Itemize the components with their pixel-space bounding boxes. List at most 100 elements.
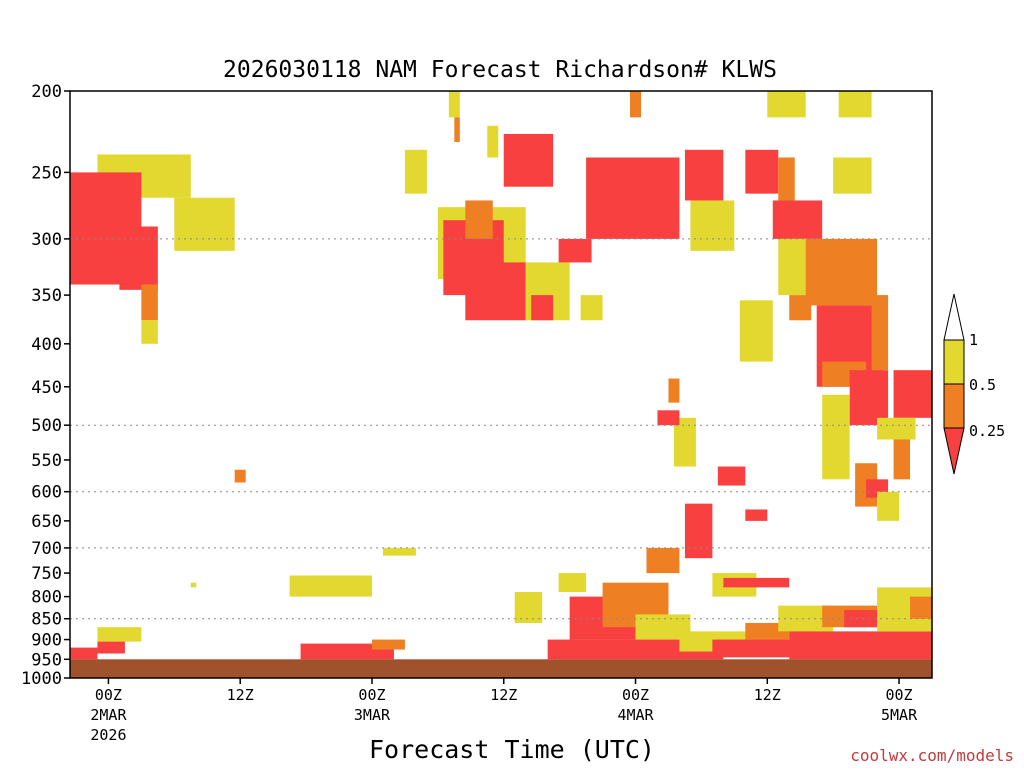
ri-region-yellow [838, 91, 872, 118]
ri-region-orange [454, 117, 460, 142]
ri-region-yellow [690, 200, 735, 251]
ri-region-yellow [141, 320, 158, 344]
ri-region-orange [910, 596, 932, 619]
y-tick-label: 600 [31, 483, 62, 503]
ri-region-red [558, 238, 592, 263]
x-date-label: 5MAR [881, 706, 918, 724]
color-legend: 1 0.5 0.25 [943, 293, 1005, 475]
ri-region-red [684, 149, 724, 201]
ri-region-red [745, 149, 779, 194]
ri-region-orange [871, 295, 889, 371]
legend-top-triangle [943, 293, 965, 341]
y-tick-label: 550 [31, 451, 62, 471]
x-tick-label: 00Z [886, 686, 913, 704]
ri-region-yellow [833, 157, 872, 194]
terrain-fill [70, 659, 932, 678]
ri-region-red [723, 577, 790, 588]
x-year-label: 2026 [90, 726, 126, 744]
ri-region-red [586, 157, 680, 239]
ri-region-yellow [382, 547, 416, 556]
ri-region-red [70, 647, 98, 660]
y-tick-label: 450 [31, 378, 62, 398]
source-credit: coolwx.com/models [850, 746, 1014, 765]
ri-region-orange [805, 238, 878, 306]
legend-swatch-orange [943, 383, 965, 429]
y-tick-label: 650 [31, 512, 62, 532]
y-tick-label: 950 [31, 650, 62, 670]
ri-region-red [849, 370, 889, 426]
ri-region-yellow [487, 125, 499, 158]
ri-region-orange [668, 378, 680, 403]
ri-region-red [531, 295, 554, 321]
legend-label: 0.25 [969, 422, 1005, 440]
ri-region-yellow [877, 417, 916, 440]
ri-region-orange [778, 157, 795, 201]
y-tick-label: 250 [31, 163, 62, 183]
ri-region-red [300, 643, 394, 660]
ri-region-orange [234, 469, 246, 483]
ri-region-red [717, 466, 746, 486]
ri-region-yellow [739, 300, 773, 362]
ri-region-red [789, 631, 932, 660]
ri-region-red [465, 262, 526, 321]
ri-region-orange [646, 547, 680, 574]
ri-region-yellow [822, 394, 850, 480]
y-tick-label: 350 [31, 286, 62, 306]
ri-region-red [547, 639, 724, 660]
ri-region-orange [371, 639, 405, 650]
x-tick-label: 12Z [490, 686, 517, 704]
chart-title: 2026030118 NAM Forecast Richardson# KLWS [223, 57, 777, 83]
ri-region-yellow [673, 417, 696, 467]
ri-region-red [657, 410, 680, 426]
y-tick-label: 850 [31, 610, 62, 630]
y-tick-label: 1000 [21, 669, 62, 689]
x-tick-label: 00Z [95, 686, 122, 704]
ri-region-yellow [289, 575, 372, 597]
y-tick-label: 900 [31, 631, 62, 651]
ri-region-red [503, 133, 554, 187]
ri-region-yellow [97, 627, 142, 642]
ri-region-yellow [404, 149, 427, 194]
x-tick-label: 00Z [622, 686, 649, 704]
ri-region-red [893, 370, 932, 418]
legend-label: 0.5 [969, 376, 996, 394]
x-axis-label: Forecast Time (UTC) [369, 735, 655, 764]
y-tick-label: 700 [31, 539, 62, 559]
ri-region-red [772, 200, 823, 239]
x-tick-label: 12Z [227, 686, 254, 704]
ri-region-yellow [174, 197, 235, 251]
ri-region-yellow [190, 582, 197, 588]
y-tick-label: 200 [31, 82, 62, 102]
x-date-label: 3MAR [354, 706, 391, 724]
x-date-label: 4MAR [617, 706, 654, 724]
ri-region-orange [465, 200, 493, 239]
plot-frame [69, 90, 933, 679]
axes-layer: 200 250 300 350 400 450 500 550 600 650 700 750 8008… [21, 82, 933, 744]
ri-region-orange [630, 91, 642, 118]
y-tick-label: 400 [31, 335, 62, 355]
y-tick-label: 750 [31, 564, 62, 584]
x-tick-label: 00Z [358, 686, 385, 704]
x-tick-label: 12Z [754, 686, 781, 704]
ri-region-red [712, 639, 795, 658]
ri-region-red [684, 503, 713, 559]
ri-region-yellow [514, 592, 543, 623]
ri-region-yellow [558, 573, 587, 593]
y-tick-label: 300 [31, 230, 62, 250]
richardson-fill-layer [70, 91, 932, 678]
ri-region-red [745, 509, 768, 521]
legend-swatch-yellow [943, 339, 965, 385]
ri-region-yellow [767, 91, 806, 118]
ri-region-yellow [580, 295, 603, 321]
ri-region-red [119, 226, 158, 290]
legend-label: 1 [969, 331, 978, 349]
x-date-label: 2MAR [90, 706, 127, 724]
y-tick-label: 800 [31, 588, 62, 608]
ri-region-yellow [448, 91, 460, 118]
ri-region-red [97, 641, 125, 654]
y-tick-label: 500 [31, 416, 62, 436]
legend-bottom-triangle [943, 427, 965, 475]
ri-region-orange [893, 439, 911, 480]
